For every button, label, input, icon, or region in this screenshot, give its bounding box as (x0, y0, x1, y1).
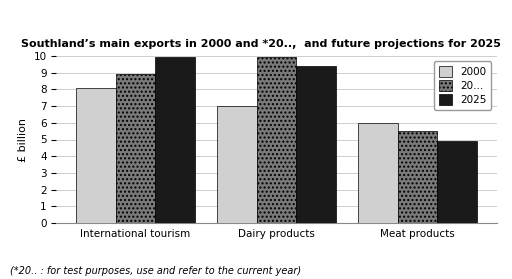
Bar (358, 123, 398, 223)
Bar (437, 141, 477, 223)
Y-axis label: £ billion: £ billion (18, 117, 28, 162)
Bar (296, 66, 336, 223)
Text: (*20.. : for test purposes, use and refer to the current year): (*20.. : for test purposes, use and refe… (10, 266, 302, 276)
Bar (76, 88, 116, 223)
Legend: 2000, 20..., 2025: 2000, 20..., 2025 (434, 61, 492, 110)
Text: Southland’s main exports in 2000 and *20..,  and future projections for 2025: Southland’s main exports in 2000 and *20… (21, 39, 501, 49)
Bar (155, 57, 195, 223)
Bar (116, 74, 155, 223)
Bar (257, 57, 296, 223)
Bar (217, 106, 257, 223)
Bar (398, 131, 437, 223)
